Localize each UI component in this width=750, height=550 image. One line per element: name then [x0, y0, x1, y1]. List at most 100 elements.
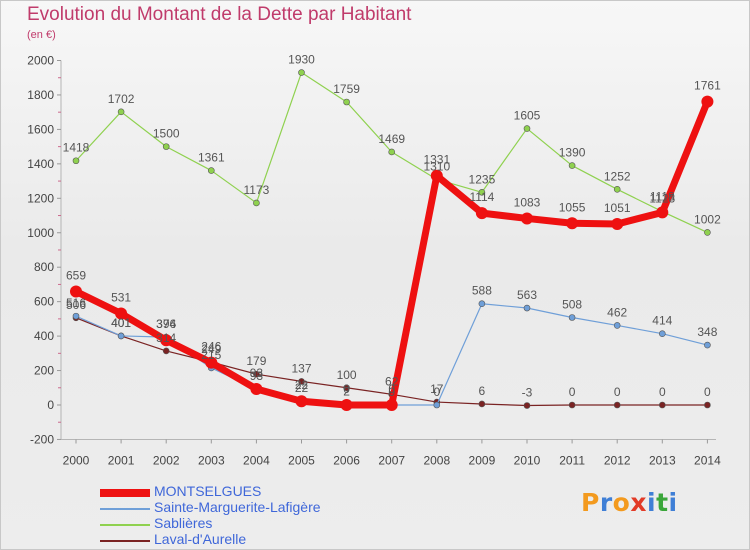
data-point — [656, 206, 669, 219]
chart-subtitle: (en €) — [27, 29, 56, 41]
data-label: 0 — [388, 385, 395, 399]
data-point — [658, 330, 666, 337]
data-label: 1055 — [559, 200, 586, 214]
data-point — [117, 108, 125, 116]
data-point — [704, 401, 711, 409]
data-label: 215 — [201, 348, 221, 362]
data-label: 6 — [479, 384, 486, 398]
legend-swatch — [100, 524, 150, 526]
x-tick-label: 2007 — [378, 453, 405, 467]
data-label: 1252 — [604, 169, 631, 183]
data-point — [385, 399, 398, 411]
data-point — [253, 370, 260, 378]
x-tick-label: 2005 — [288, 453, 315, 467]
data-point — [523, 402, 531, 409]
data-label: 659 — [66, 268, 86, 282]
data-label: 394 — [156, 317, 176, 331]
series-line — [72, 98, 711, 409]
data-label: 1361 — [198, 151, 225, 165]
data-point — [298, 69, 305, 76]
data-label: 179 — [246, 354, 266, 368]
data-point — [160, 334, 173, 347]
data-label: 462 — [607, 305, 627, 319]
data-label: 563 — [517, 288, 537, 302]
y-tick-label: 1200 — [27, 191, 54, 205]
data-point — [704, 229, 711, 236]
x-tick-label: 2013 — [649, 453, 676, 467]
y-tick-label: 2000 — [27, 54, 54, 68]
data-label: 22 — [295, 378, 309, 392]
data-point — [433, 401, 441, 409]
data-label: 0 — [614, 385, 621, 399]
data-point — [566, 217, 579, 230]
data-label: 1083 — [514, 195, 541, 209]
data-point — [523, 304, 531, 312]
data-point — [72, 312, 80, 320]
data-point — [208, 167, 215, 174]
logo-letter: i — [668, 488, 678, 517]
data-label: 314 — [156, 331, 176, 345]
data-label: 401 — [111, 316, 131, 330]
x-tick-label: 2006 — [333, 453, 360, 467]
data-label: 1702 — [108, 92, 135, 106]
data-label: 0 — [388, 382, 395, 396]
data-point — [523, 125, 531, 132]
logo-letter: r — [599, 488, 613, 517]
data-label: 93 — [250, 369, 264, 383]
data-point — [568, 401, 576, 409]
legend-swatch — [100, 540, 150, 542]
data-label: 401 — [111, 316, 131, 330]
logo-letter: P — [581, 488, 600, 517]
logo-letter: o — [612, 488, 631, 517]
data-point — [478, 300, 486, 308]
x-tick-label: 2012 — [604, 453, 631, 467]
data-label: 93 — [250, 366, 264, 380]
y-tick-label: 600 — [34, 295, 54, 309]
data-label: 62 — [385, 374, 399, 388]
data-point — [521, 212, 533, 225]
data-label: 1500 — [153, 127, 180, 141]
logo-letter: x — [630, 488, 647, 517]
data-label: -3 — [522, 386, 533, 400]
legend-label: MONTSELGUES — [154, 483, 262, 499]
y-tick-label: 1400 — [27, 157, 54, 171]
data-point — [340, 399, 353, 411]
legend-label: Sablières — [154, 515, 213, 531]
data-point — [298, 378, 305, 385]
x-tick-label: 2000 — [63, 453, 90, 467]
data-point — [568, 162, 576, 169]
data-label: 0 — [659, 385, 666, 399]
data-label: 376 — [156, 317, 176, 331]
data-point — [478, 188, 486, 196]
y-tick-label: 200 — [34, 364, 54, 378]
data-label: 1002 — [694, 212, 721, 226]
data-label: 1173 — [243, 183, 269, 197]
legend-swatch — [100, 508, 150, 510]
data-point — [613, 322, 621, 329]
data-point — [478, 400, 486, 408]
data-label: 1331 — [423, 153, 450, 167]
data-label: 1235 — [469, 172, 496, 186]
data-label: 17 — [430, 382, 444, 396]
data-label: 414 — [652, 314, 672, 328]
x-tick-label: 2002 — [153, 453, 180, 467]
data-point — [613, 401, 621, 409]
data-point — [162, 347, 170, 355]
data-label: 0 — [343, 382, 350, 396]
data-label: 588 — [472, 284, 492, 298]
data-point — [343, 384, 350, 392]
y-tick-label: 800 — [34, 260, 54, 274]
x-tick-label: 2014 — [694, 453, 721, 467]
data-label: 1114 — [469, 190, 494, 204]
data-label: 2 — [343, 385, 350, 399]
data-label: 1605 — [514, 109, 541, 123]
data-label: 508 — [562, 297, 582, 311]
data-label: 1123 — [649, 192, 675, 206]
x-tick-label: 2011 — [559, 453, 585, 467]
data-label: 0 — [433, 385, 440, 399]
data-point — [568, 314, 576, 321]
logo-letter: t — [656, 488, 669, 517]
legend-label: Laval-d'Aurelle — [154, 531, 247, 547]
